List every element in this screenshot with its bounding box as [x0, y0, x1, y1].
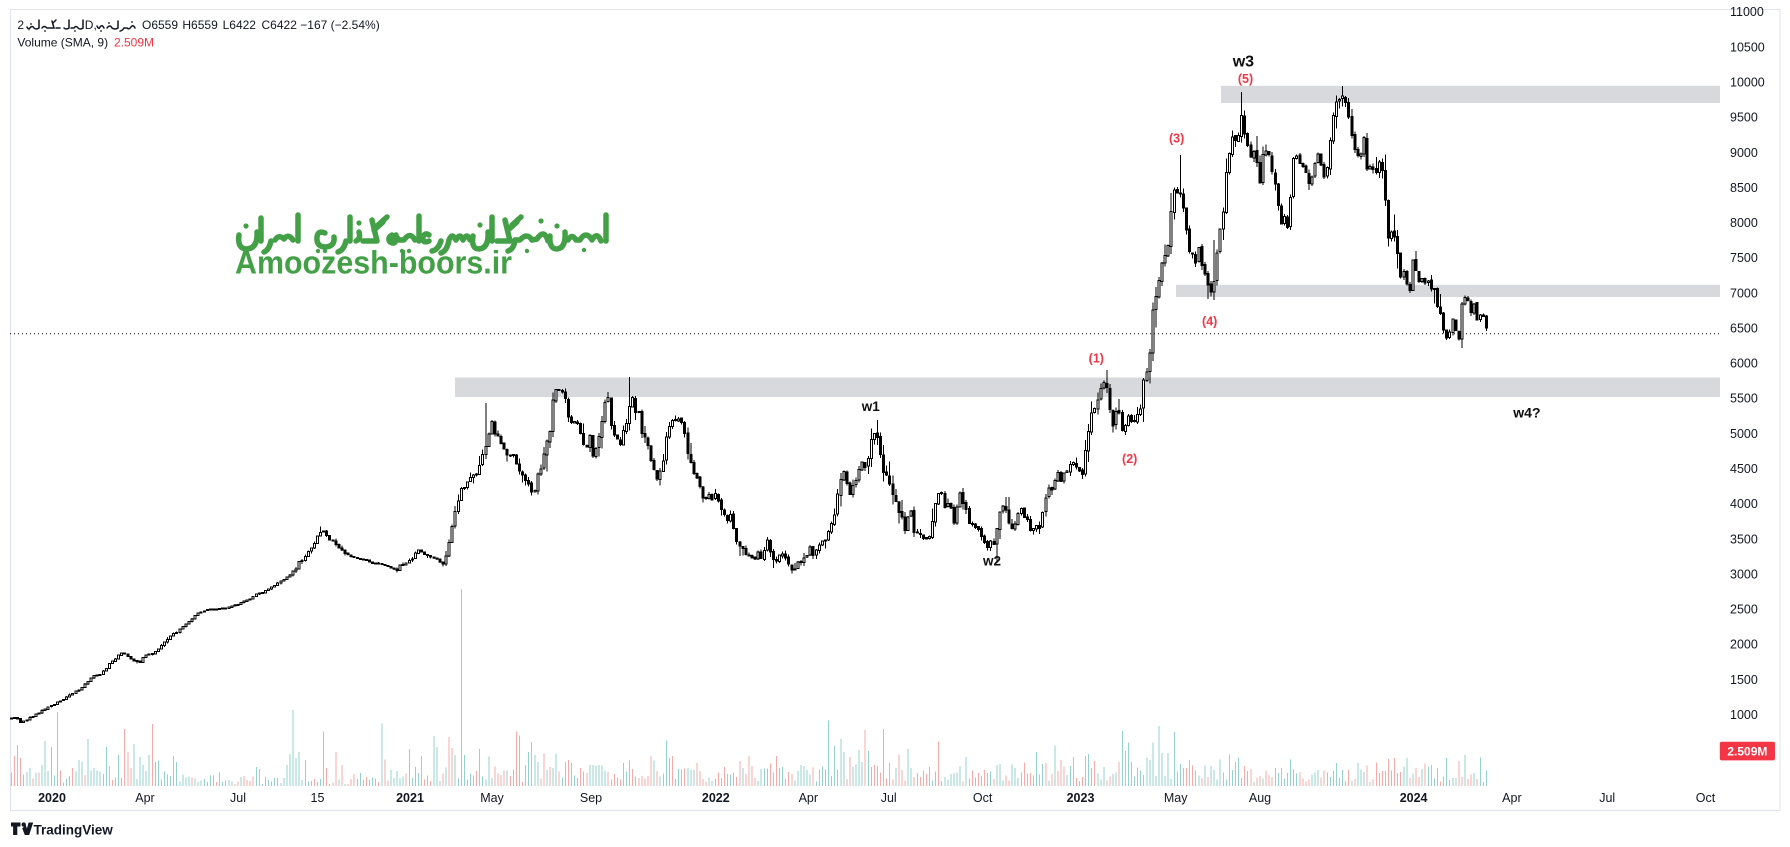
svg-text:6500: 6500	[1730, 321, 1758, 335]
svg-text:w1: w1	[861, 399, 881, 414]
svg-text:2022: 2022	[702, 791, 730, 805]
svg-text:2024: 2024	[1400, 791, 1428, 805]
svg-text:−167 (−2.54%): −167 (−2.54%)	[300, 18, 379, 32]
svg-text:Jul: Jul	[881, 791, 897, 805]
svg-text:Apr: Apr	[799, 791, 818, 805]
svg-text:Apr: Apr	[135, 791, 154, 805]
svg-text:TradingView: TradingView	[34, 823, 114, 838]
svg-text:O6559: O6559	[142, 18, 178, 32]
svg-text:5000: 5000	[1730, 427, 1758, 441]
svg-text:6000: 6000	[1730, 357, 1758, 371]
svg-text:15: 15	[311, 791, 325, 805]
svg-text:C6422: C6422	[262, 18, 298, 32]
svg-text:L6422: L6422	[223, 18, 257, 32]
svg-text:4500: 4500	[1730, 462, 1758, 476]
svg-text:3000: 3000	[1730, 567, 1758, 581]
svg-text:May: May	[480, 791, 504, 805]
svg-text:10500: 10500	[1730, 40, 1765, 54]
svg-text:2.509M: 2.509M	[114, 36, 154, 50]
svg-text:H6559: H6559	[182, 18, 218, 32]
svg-text:1500: 1500	[1730, 673, 1758, 687]
svg-text:7500: 7500	[1730, 251, 1758, 265]
svg-text:(2): (2)	[1122, 452, 1137, 466]
svg-text:8500: 8500	[1730, 181, 1758, 195]
svg-text:Apr: Apr	[1502, 791, 1521, 805]
svg-text:2000: 2000	[1730, 638, 1758, 652]
svg-text:(5): (5)	[1238, 72, 1253, 86]
svg-text:Aug: Aug	[1249, 791, 1271, 805]
svg-text:10000: 10000	[1730, 76, 1765, 90]
svg-text:Amoozesh-boors.ir: Amoozesh-boors.ir	[235, 245, 512, 281]
svg-text:2500: 2500	[1730, 603, 1758, 617]
svg-text:Sep: Sep	[580, 791, 602, 805]
svg-text:(1): (1)	[1089, 351, 1104, 365]
svg-text:w4?: w4?	[1512, 405, 1540, 421]
svg-text:May: May	[1164, 791, 1188, 805]
svg-text:w3: w3	[1232, 54, 1254, 71]
svg-text:(4): (4)	[1202, 315, 1217, 329]
svg-text:Volume (SMA, 9): Volume (SMA, 9)	[17, 36, 108, 50]
svg-text:(3): (3)	[1169, 131, 1184, 145]
svg-text:5500: 5500	[1730, 392, 1758, 406]
svg-text:2023: 2023	[1067, 791, 1095, 805]
svg-text:9000: 9000	[1730, 146, 1758, 160]
svg-text:8000: 8000	[1730, 216, 1758, 230]
svg-text:w2: w2	[982, 553, 1001, 568]
svg-text:7000: 7000	[1730, 286, 1758, 300]
svg-text:Jul: Jul	[1599, 791, 1615, 805]
svg-text:9500: 9500	[1730, 111, 1758, 125]
svg-text:2020: 2020	[38, 791, 66, 805]
svg-text:2 ,: 2 ,	[17, 18, 30, 32]
svg-text:11000: 11000	[1730, 5, 1764, 19]
svg-text:Oct: Oct	[973, 791, 993, 805]
svg-text:Jul: Jul	[230, 791, 246, 805]
svg-text:3500: 3500	[1730, 532, 1758, 546]
svg-text:Oct: Oct	[1696, 791, 1716, 805]
svg-text:2021: 2021	[396, 791, 424, 805]
svg-text:1000: 1000	[1730, 708, 1758, 722]
svg-text:4000: 4000	[1730, 497, 1758, 511]
svg-text:D,: D,	[85, 18, 97, 32]
svg-text:2.509M: 2.509M	[1727, 745, 1767, 759]
